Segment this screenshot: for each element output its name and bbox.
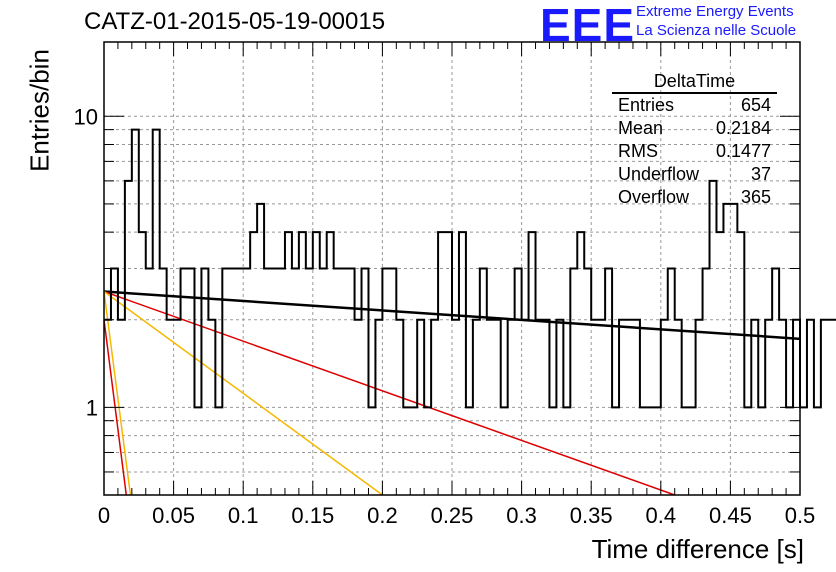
chart-title: CATZ-01-2015-05-19-00015 <box>84 8 386 35</box>
stats-value: 0.2184 <box>715 118 771 138</box>
y-tick-label: 1 <box>86 395 98 420</box>
logo-line-1: Extreme Energy Events <box>636 3 794 20</box>
x-axis-label: Time difference [s] <box>591 534 804 564</box>
stats-value: 37 <box>750 164 771 184</box>
stats-row: Overflow 365 <box>612 186 777 209</box>
eee-logo: EEE <box>540 0 636 51</box>
stats-label: Mean <box>618 118 664 138</box>
y-axis-label: Entries/bin <box>24 49 55 172</box>
logo-line-2: La Scienza nelle Scuole <box>636 22 797 39</box>
stats-row: RMS 0.1477 <box>612 140 777 163</box>
axes: 0 0.05 0.1 0.15 0.2 0.25 0.3 0.35 0.4 0.45 0.5 1 10 <box>74 41 816 528</box>
x-tick-label: 0.4 <box>646 503 677 528</box>
stats-label: RMS <box>618 141 658 161</box>
stats-value: 0.1477 <box>715 141 771 161</box>
stats-label: Entries <box>618 95 675 115</box>
x-tick-label: 0.3 <box>506 503 537 528</box>
fit-line <box>103 291 132 496</box>
stats-row: Mean 0.2184 <box>612 117 777 140</box>
stats-box-name: DeltaTime <box>612 70 777 94</box>
stats-label: Overflow <box>618 187 690 207</box>
stats-row: Underflow 37 <box>612 163 777 186</box>
x-tick-label: 0.5 <box>785 503 816 528</box>
x-tick-label: 0 <box>98 503 110 528</box>
stats-label: Underflow <box>618 164 700 184</box>
stats-value: 365 <box>740 187 771 207</box>
x-tick-label: 0.35 <box>570 503 613 528</box>
x-tick-label: 0.25 <box>431 503 474 528</box>
x-tick-label: 0.1 <box>228 503 259 528</box>
stats-box: DeltaTime Entries 654 Mean 0.2184 RMS 0.147… <box>612 70 777 209</box>
histogram-line <box>104 128 836 409</box>
x-tick-label: 0.15 <box>291 503 334 528</box>
fit-line <box>103 290 675 496</box>
x-tick-label: 0.45 <box>709 503 752 528</box>
y-tick-label: 10 <box>74 104 98 129</box>
fit-line <box>103 290 383 496</box>
x-tick-label: 0.05 <box>152 503 195 528</box>
x-tick-label: 0.2 <box>367 503 398 528</box>
histogram <box>104 128 836 409</box>
stats-row: Entries 654 <box>612 94 777 117</box>
stats-value: 654 <box>740 95 771 115</box>
